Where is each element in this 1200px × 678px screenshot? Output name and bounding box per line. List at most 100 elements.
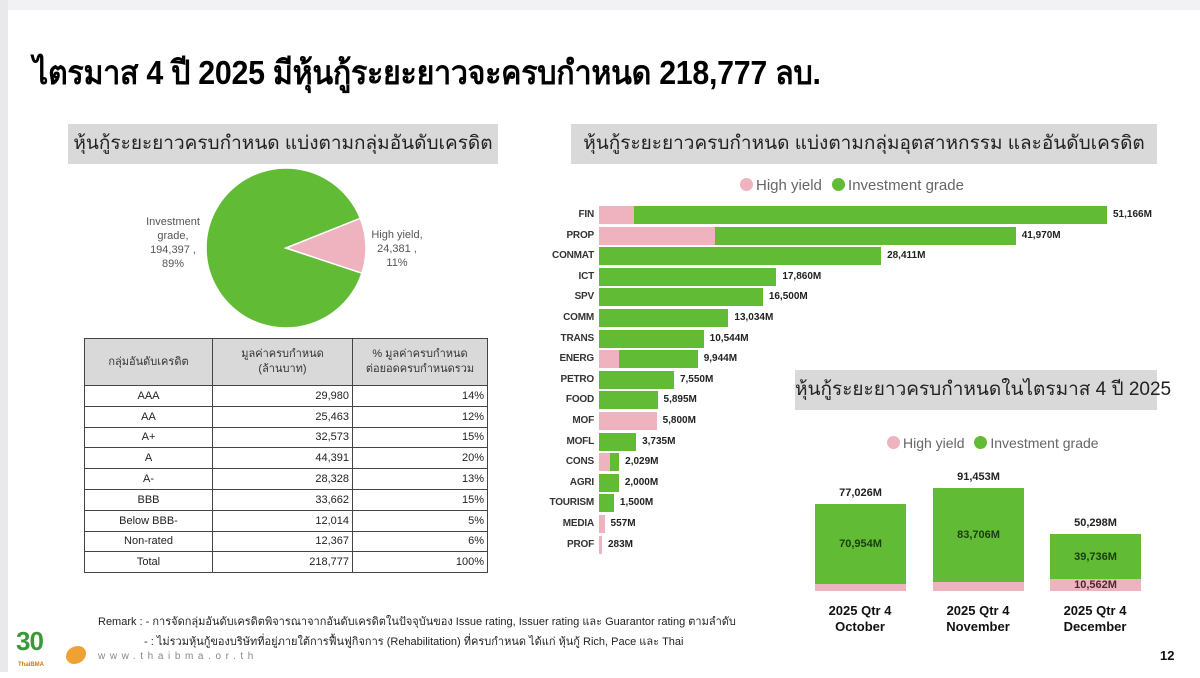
table-cell-group: Total (84, 551, 213, 574)
stacked-bar (599, 432, 637, 451)
bar-category-label: AGRI (569, 476, 594, 488)
bar-value-label: 51,166M (1113, 209, 1152, 220)
bar-segment-high-yield (599, 515, 605, 533)
table-cell-group: Non-rated (84, 530, 213, 553)
table-cell-value: 29,980 (212, 385, 353, 407)
axis-label-line: December (1063, 619, 1127, 634)
axis-label-line: October (835, 619, 885, 634)
table-cell-group: BBB (84, 488, 213, 511)
table-cell-group: AA (84, 405, 213, 428)
table-cell-pct: 13% (352, 468, 488, 490)
industry-chart-legend: High yield Investment grade (740, 177, 970, 194)
stacked-bar (599, 473, 619, 492)
bar-row-prof: PROF 283M (546, 535, 1166, 555)
stacked-bar (599, 267, 777, 286)
table-cell-pct: 12% (352, 405, 488, 428)
bar-category-label: PETRO (560, 373, 595, 385)
logo-text: 30 (16, 626, 44, 656)
bar-value-label: 5,800M (662, 415, 696, 426)
table-cell-pct: 100% (352, 551, 488, 574)
bar-segment-investment-grade (609, 453, 620, 472)
bar-value-label: 2,029M (625, 456, 659, 468)
stacked-column: 39,736M 10,562M (1050, 534, 1141, 591)
remark-line-2: - : ไม่รวมหุ้นกู้ของบริษัทที่อยู่ภายใต้ก… (144, 636, 684, 648)
bar-value-label: 28,411M (887, 250, 926, 262)
legend-dot-icon (740, 178, 753, 191)
column-total-label: 77,026M (839, 487, 882, 500)
col-header-group: กลุ่มอันดับเครดิต (84, 338, 213, 386)
bar-segment-high-yield (599, 535, 602, 554)
table-row: A 44,391 20% (84, 447, 488, 470)
bar-value-label: 3,735M (642, 435, 676, 447)
pie-slice-high-yield (283, 217, 367, 275)
bar-row-tourism: TOURISM 1,500M (546, 493, 1166, 513)
q4-monthly-bar-chart: 77,026M 70,954M 2025 Qtr 4 October 91,453M 83… (800, 460, 1160, 640)
bar-category-label: MOFL (566, 435, 594, 447)
bar-value-label: 13,034M (734, 312, 774, 323)
logo-subtext: ThaiBMA (18, 662, 44, 668)
table-row: AAA 29,980 14% (84, 385, 488, 407)
slide-title: ไตรมาส 4 ปี 2025 มีหุ้นกู้ระยะยาวจะครบกำ… (33, 54, 821, 91)
slide-frame-top (0, 0, 1200, 10)
legend-label: Investment grade (848, 177, 964, 194)
pie-slice-investment-grade (205, 167, 363, 329)
col-header-pct: % มูลค่าครบกำหนดต่อยอดครบกำหนดรวม (352, 338, 488, 386)
table-header-row: กลุ่มอันดับเครดิต มูลค่าครบกำหนด (ล้านบาท… (84, 338, 488, 386)
header-line: กลุ่มอันดับเครดิต (108, 355, 189, 368)
table-cell-group: Below BBB- (84, 509, 213, 532)
pie-label-line: High yield, (371, 229, 423, 241)
bar-segment-high-yield (599, 453, 610, 472)
pie-label-line: Investment (146, 216, 200, 228)
bar-row-comm: COMM 13,034M (546, 308, 1166, 328)
table-cell-value: 28,328 (212, 468, 353, 490)
column-axis-label: 2025 Qtr 4 October (800, 603, 920, 635)
legend-dot-icon (832, 178, 846, 191)
bar-segment-investment-grade (599, 494, 614, 513)
bar-value-label: 10,544M (709, 332, 749, 344)
bar-category-label: FOOD (565, 394, 594, 406)
bar-category-label: PROP (566, 229, 594, 241)
remark-note: Remark : - การจัดกลุ่มอันดับเครดิตพิจารณ… (98, 612, 736, 652)
legend-item-investment-grade: Investment grade (832, 177, 964, 194)
bar-row-media: MEDIA 557M (546, 514, 1166, 534)
bar-category-label: ENERG (559, 353, 594, 365)
table-cell-pct: 15% (352, 426, 488, 449)
bar-row-cons: CONS 2,029M (546, 452, 1166, 472)
column-total-label: 91,453M (957, 471, 1000, 483)
stacked-bar (599, 206, 1107, 224)
bar-value-label: 16,500M (768, 291, 808, 303)
legend-dot-icon (974, 436, 988, 449)
column-axis-label: 2025 Qtr 4 December (1035, 603, 1155, 635)
pie-label-line: grade, (157, 230, 189, 242)
bar-value-label: 2,000M (624, 476, 659, 488)
table-cell-pct: 5% (352, 509, 488, 532)
column-segment-investment-grade: 39,736M (1050, 534, 1141, 580)
column-segment-investment-grade: 83,706M (933, 488, 1024, 583)
slide-frame-left (0, 0, 8, 672)
bar-row-mofl: MOFL 3,735M (546, 432, 1166, 452)
table-cell-pct: 6% (352, 530, 488, 553)
column-october: 77,026M 70,954M 2025 Qtr 4 October (815, 460, 906, 640)
thaibma-30-logo: 30 ThaiBMA (16, 626, 44, 668)
table-row: BBB 33,662 15% (84, 488, 488, 511)
bar-row-petro: PETRO 7,550M (546, 370, 1166, 390)
bar-segment-investment-grade (618, 350, 698, 369)
bar-category-label: SPV (574, 291, 595, 303)
pie-label-line: 89% (161, 258, 185, 270)
bar-segment-investment-grade (599, 267, 777, 286)
legend-item-high-yield: High yield (887, 435, 964, 451)
table-cell-value: 12,014 (212, 509, 353, 532)
flower-logo-icon (66, 646, 86, 664)
header-line: ต่อยอดครบกำหนดรวม (365, 363, 475, 375)
bar-row-mof: MOF 5,800M (546, 411, 1166, 431)
stacked-bar (599, 226, 1016, 245)
bar-category-label: TRANS (560, 332, 595, 344)
column-november: 91,453M 83,706M 2025 Qtr 4 November (933, 460, 1024, 640)
bar-segment-investment-grade (599, 370, 674, 389)
header-line: % มูลค่าครบกำหนด (372, 348, 468, 360)
header-line: มูลค่าครบกำหนด (241, 348, 324, 360)
stacked-bar (599, 494, 614, 513)
table-row: Total 218,777 100% (84, 551, 488, 574)
column-total-label: 50,298M (1074, 517, 1117, 530)
table-row: Below BBB- 12,014 5% (84, 509, 488, 532)
